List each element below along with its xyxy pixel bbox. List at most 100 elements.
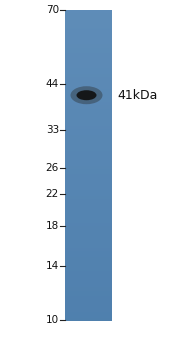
Bar (65, 287, 112, 288)
Bar (65, 44, 112, 45)
Bar (65, 24, 112, 25)
Bar (65, 21, 112, 23)
Bar (65, 220, 112, 221)
Bar (65, 306, 112, 307)
Bar (65, 180, 112, 181)
Bar (65, 133, 112, 134)
Bar (65, 261, 112, 263)
Bar (65, 309, 112, 310)
Bar (65, 125, 112, 126)
Bar (65, 269, 112, 271)
Bar (65, 298, 112, 300)
Bar (65, 75, 112, 76)
Bar (65, 119, 112, 120)
Bar (65, 157, 112, 158)
Bar (65, 106, 112, 108)
Bar (65, 192, 112, 193)
Bar (65, 215, 112, 216)
Bar (65, 93, 112, 94)
Bar (65, 316, 112, 317)
Bar (65, 178, 112, 180)
Bar (65, 126, 112, 127)
Bar (65, 286, 112, 287)
Bar (65, 111, 112, 113)
Bar (65, 167, 112, 168)
Bar (65, 36, 112, 37)
Bar (65, 147, 112, 149)
Bar (65, 213, 112, 214)
Bar (65, 315, 112, 316)
Bar (65, 200, 112, 202)
Bar (65, 302, 112, 304)
Text: 26: 26 (46, 163, 59, 173)
Bar (65, 252, 112, 253)
Bar (65, 130, 112, 131)
Bar (65, 88, 112, 89)
Bar (65, 195, 112, 196)
Bar (65, 22, 112, 24)
Bar (65, 92, 112, 93)
Bar (65, 317, 112, 318)
Bar (65, 16, 112, 18)
Bar (65, 289, 112, 290)
Bar (65, 211, 112, 212)
Bar (65, 127, 112, 128)
Bar (65, 205, 112, 207)
Bar (65, 221, 112, 222)
Bar (65, 199, 112, 201)
Bar (65, 27, 112, 28)
Bar (65, 262, 112, 264)
Bar (65, 80, 112, 82)
Bar (65, 191, 112, 192)
Bar (65, 175, 112, 177)
Bar (65, 204, 112, 206)
Bar (65, 74, 112, 75)
Bar (65, 138, 112, 140)
Bar (65, 214, 112, 215)
Bar (65, 244, 112, 245)
Bar (65, 94, 112, 95)
Bar (65, 68, 112, 69)
Bar (65, 41, 112, 42)
Bar (65, 57, 112, 58)
Bar (65, 305, 112, 306)
Bar (65, 236, 112, 238)
Bar (65, 122, 112, 123)
Bar (65, 53, 112, 55)
Bar (65, 173, 112, 175)
Bar (65, 201, 112, 203)
Bar (65, 174, 112, 176)
Bar (65, 228, 112, 229)
Bar (65, 294, 112, 296)
Bar (65, 293, 112, 295)
Bar (65, 238, 112, 240)
Bar (65, 260, 112, 262)
Bar (65, 98, 112, 99)
Bar (65, 308, 112, 309)
Bar (65, 172, 112, 174)
Bar (65, 131, 112, 132)
Bar (65, 35, 112, 36)
Bar (65, 189, 112, 190)
Bar (65, 203, 112, 205)
Bar (65, 288, 112, 289)
Bar (65, 47, 112, 49)
Bar (65, 77, 112, 79)
Bar (65, 58, 112, 59)
Bar (65, 226, 112, 227)
Bar (65, 128, 112, 129)
Bar (65, 70, 112, 71)
Bar (65, 282, 112, 283)
Bar (65, 216, 112, 217)
Bar (65, 176, 112, 178)
Bar (65, 212, 112, 213)
Bar (65, 198, 112, 200)
Bar (65, 40, 112, 41)
Bar (65, 17, 112, 19)
Bar (65, 299, 112, 301)
Bar (65, 112, 112, 114)
Bar (65, 52, 112, 54)
Bar (65, 28, 112, 29)
Bar (65, 48, 112, 50)
Bar (65, 300, 112, 302)
